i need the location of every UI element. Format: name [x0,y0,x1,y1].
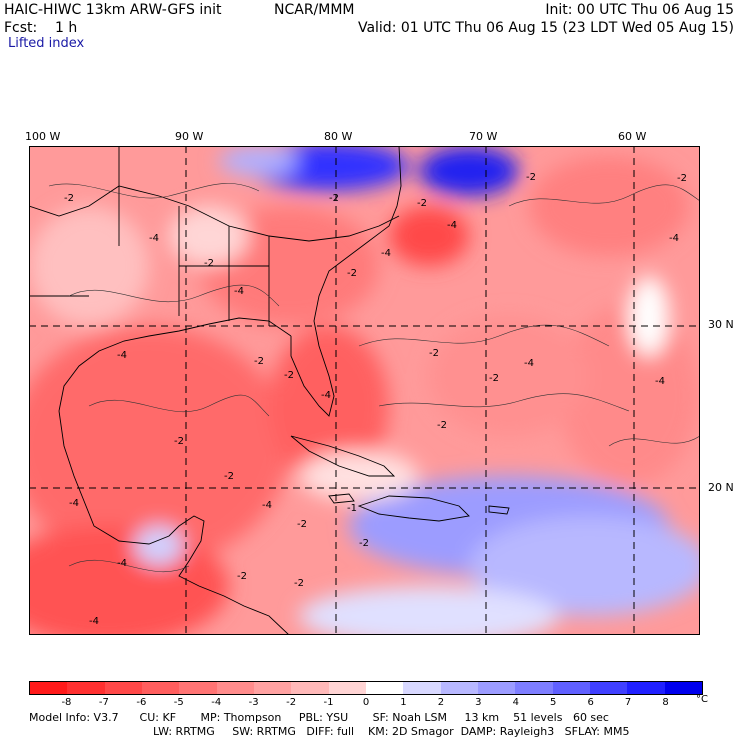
contour-label: -2 [429,348,439,359]
colorbar-swatch [253,682,292,694]
lat-label-30n: 30 N [708,318,734,331]
colorbar-swatch [67,682,105,694]
colorbar [29,681,703,695]
contour-label: -4 [262,500,272,511]
colorbar-tick-label: 3 [475,697,482,708]
contour-label: -4 [117,350,127,361]
contour-label: -4 [89,616,99,627]
lon-label-100w: 100 W [25,130,61,143]
org-label: NCAR/MMM [274,2,355,18]
contour-label: -2 [237,571,247,582]
contour-label: -1 [347,503,357,514]
contour-label: -2 [359,538,369,549]
lat-label-20n: 20 N [708,481,734,494]
contour-label: -2 [489,373,499,384]
contour-label: -4 [447,220,457,231]
colorbar-unit: °C [696,694,708,705]
contour-label: -4 [524,358,534,369]
colorbar-swatch [440,682,478,694]
contour-label: -2 [284,370,294,381]
contour-label: -2 [526,172,536,183]
lon-label-60w: 60 W [618,130,647,143]
colorbar-swatch [403,682,441,694]
colorbar-swatch [328,682,366,694]
contour-label: -2 [224,471,234,482]
model-title: HAIC-HIWC 13km ARW-GFS init [4,2,222,18]
contour-label: -4 [321,390,331,401]
colorbar-swatch [291,682,329,694]
valid-time: Valid: 01 UTC Thu 06 Aug 15 (23 LDT Wed … [357,20,734,36]
contour-label: -2 [347,268,357,279]
colorbar-tick-label: 2 [437,697,445,708]
colorbar-tick-label: -1 [323,697,334,708]
lifted-index-map: -2 -4 -2 -2 -2 -4 -4 -2 -2 -4 -2 -2 -4 -… [29,146,700,635]
colorbar-swatch [477,682,516,694]
field-name: Lifted index [8,36,85,51]
colorbar-tick-label: -3 [248,697,259,708]
contour-label: -2 [204,258,214,269]
colorbar-tick-label: 4 [512,697,519,708]
colorbar-swatch [216,682,254,694]
contour-label: -4 [669,233,679,244]
colorbar-tick-label: 0 [362,697,370,708]
colorbar-tick-label: -8 [61,697,72,708]
contour-label: -4 [381,248,391,259]
colorbar-tick-label: -6 [136,697,147,708]
colorbar-tick-label: -4 [211,697,222,708]
contour-label: -4 [117,558,127,569]
model-info-line-2: LW: RRTMG SW: RRTMG DIFF: full KM: 2D Sm… [153,725,630,738]
colorbar-tick-label: 8 [662,697,669,708]
colorbar-swatch [552,682,590,694]
contour-label: -4 [655,376,665,387]
colorbar-swatch [515,682,553,694]
contour-label: -2 [677,173,687,184]
colorbar-tick-label: 5 [550,697,557,708]
contour-label: -2 [297,519,307,530]
contour-label: -4 [234,286,244,297]
contour-label: -2 [174,436,184,447]
contour-label: -2 [294,578,304,589]
contour-label: -2 [64,193,74,204]
lon-label-80w: 80 W [324,130,353,143]
model-info-line-1: Model Info: V3.7 CU: KF MP: Thompson PBL… [29,711,609,724]
colorbar-swatch [627,682,665,694]
colorbar-tick-label: 1 [400,697,407,708]
contour-label: -4 [149,233,159,244]
colorbar-swatch [365,682,404,694]
contour-label: -4 [69,498,79,509]
forecast-hour: Fcst: 1 h [4,20,78,36]
init-time: Init: 00 UTC Thu 06 Aug 15 [545,2,734,18]
colorbar-swatch [664,682,702,694]
contour-label: -2 [417,198,427,209]
colorbar-tick-label: -7 [98,697,109,708]
colorbar-swatch [141,682,180,694]
lon-label-70w: 70 W [469,130,498,143]
colorbar-tick-label: 7 [624,697,632,708]
contour-label: -2 [254,356,264,367]
colorbar-tick-label: -2 [286,697,297,708]
colorbar-swatch [589,682,628,694]
contour-label: -2 [329,193,339,204]
colorbar-tick-label: 6 [587,697,594,708]
colorbar-tick-label: -5 [173,697,184,708]
contour-label: -2 [437,420,447,431]
colorbar-swatch [179,682,217,694]
lon-label-90w: 90 W [175,130,204,143]
colorbar-swatch [104,682,142,694]
colorbar-swatch [30,682,68,694]
